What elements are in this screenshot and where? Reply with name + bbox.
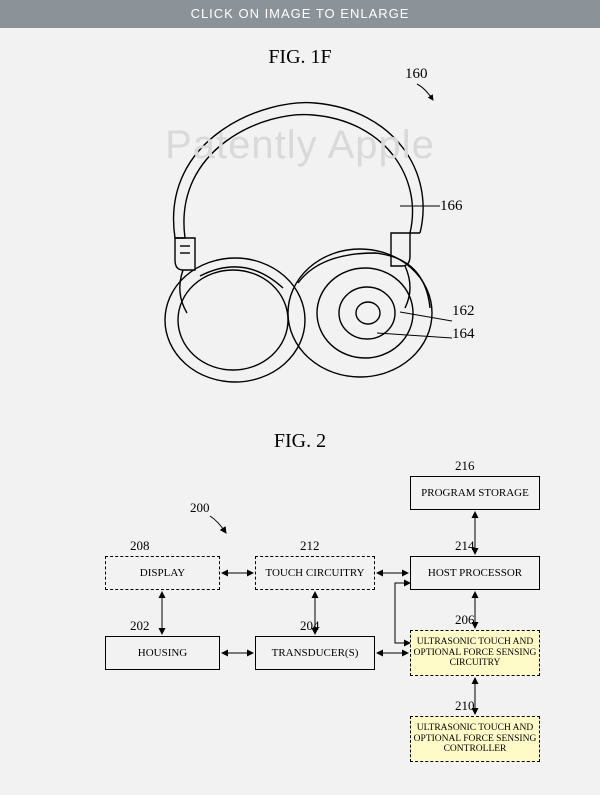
block-program-storage: PROGRAM STORAGE [410, 476, 540, 510]
ref-164: 164 [452, 326, 475, 343]
block-display: DISPLAY [105, 556, 220, 590]
block-sensing-controller: ULTRASONIC TOUCH AND OPTIONAL FORCE SENS… [410, 716, 540, 762]
ref-166: 166 [440, 198, 463, 215]
block-touch-circuitry: TOUCH CIRCUITRY [255, 556, 375, 590]
block-transducers: TRANSDUCER(S) [255, 636, 375, 670]
ref-202: 202 [130, 618, 150, 634]
block-housing: HOUSING [105, 636, 220, 670]
block-touch-circuitry-label: TOUCH CIRCUITRY [265, 567, 364, 580]
content-area: FIG. 1F Patently Apple 160 [0, 28, 600, 795]
ref-206: 206 [455, 612, 475, 628]
ref-208: 208 [130, 538, 150, 554]
block-housing-label: HOUSING [138, 647, 188, 660]
block-sensing-circuitry: ULTRASONIC TOUCH AND OPTIONAL FORCE SENS… [410, 630, 540, 676]
fig1f-title: FIG. 1F [0, 46, 600, 69]
ref-216: 216 [455, 458, 475, 474]
headphones-illustration [105, 88, 485, 398]
ref-160: 160 [405, 66, 428, 83]
fig2-title: FIG. 2 [0, 430, 600, 453]
ref-204: 204 [300, 618, 320, 634]
block-display-label: DISPLAY [140, 567, 185, 580]
ref-214: 214 [455, 538, 475, 554]
block-host-processor-label: HOST PROCESSOR [428, 567, 522, 580]
block-host-processor: HOST PROCESSOR [410, 556, 540, 590]
block-sensing-circuitry-label: ULTRASONIC TOUCH AND OPTIONAL FORCE SENS… [413, 637, 537, 670]
enlarge-banner[interactable]: CLICK ON IMAGE TO ENLARGE [0, 0, 600, 28]
ref-210: 210 [455, 698, 475, 714]
ref-200: 200 [190, 500, 210, 516]
block-transducers-label: TRANSDUCER(S) [272, 647, 359, 660]
ref-166-label: 166 [440, 198, 463, 214]
block-sensing-controller-label: ULTRASONIC TOUCH AND OPTIONAL FORCE SENS… [413, 723, 537, 756]
ref-164-label: 164 [452, 326, 475, 342]
fig2-diagram: 200 PROGRAM STORAGE 216 HOST PROCESSOR 2… [60, 458, 550, 788]
ref-160-label: 160 [405, 66, 428, 82]
ref-212: 212 [300, 538, 320, 554]
ref-162: 162 [452, 303, 475, 320]
ref-162-label: 162 [452, 303, 475, 319]
block-program-storage-label: PROGRAM STORAGE [421, 487, 529, 500]
